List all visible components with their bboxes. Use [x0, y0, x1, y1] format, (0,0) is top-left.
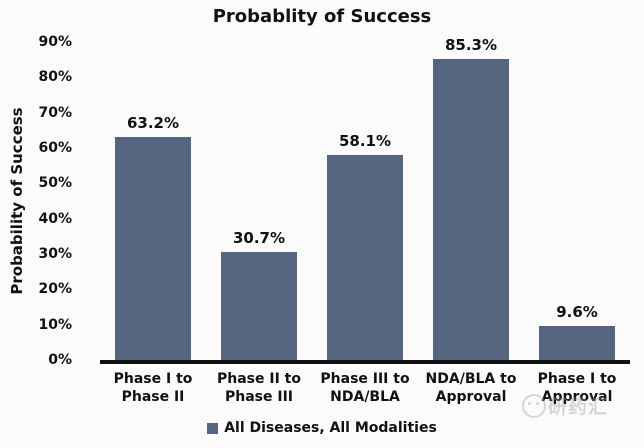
x-category-label: Phase II to Phase III	[217, 371, 301, 405]
x-category-label: NDA/BLA to Approval	[425, 371, 517, 405]
bar-value-label: 85.3%	[444, 35, 498, 54]
x-category-label: Phase III to NDA/BLA	[320, 371, 410, 405]
x-category-label: Phase I to Phase II	[113, 371, 193, 405]
y-tick-label: 30%	[38, 246, 72, 262]
bar-value-label: 30.7%	[232, 228, 286, 247]
y-tick-label: 90%	[38, 34, 72, 50]
bar	[433, 58, 509, 360]
bar-value-label: 63.2%	[126, 113, 180, 132]
chart-title: Probablity of Success	[212, 6, 432, 27]
plot-area	[100, 42, 630, 364]
bar-value-label: 58.1%	[338, 131, 392, 150]
y-tick-label: 0%	[48, 352, 72, 368]
y-tick-label: 60%	[38, 140, 72, 156]
bar	[539, 326, 615, 360]
bar	[115, 136, 191, 360]
y-tick-label: 10%	[38, 316, 72, 333]
bar-value-label: 9.6%	[556, 303, 598, 322]
y-tick-label: 40%	[38, 210, 72, 227]
bar	[327, 154, 403, 360]
y-tick-label: 50%	[38, 175, 72, 192]
y-tick-label: 70%	[38, 104, 72, 121]
y-tick-label: 80%	[38, 69, 72, 86]
y-tick-label: 20%	[38, 281, 72, 298]
x-category-label: Phase I to Approval	[537, 371, 617, 405]
legend: All Diseases, All Modalities	[0, 420, 644, 436]
bar	[221, 251, 297, 360]
legend-label: All Diseases, All Modalities	[224, 420, 437, 436]
legend-marker-icon	[207, 422, 219, 434]
